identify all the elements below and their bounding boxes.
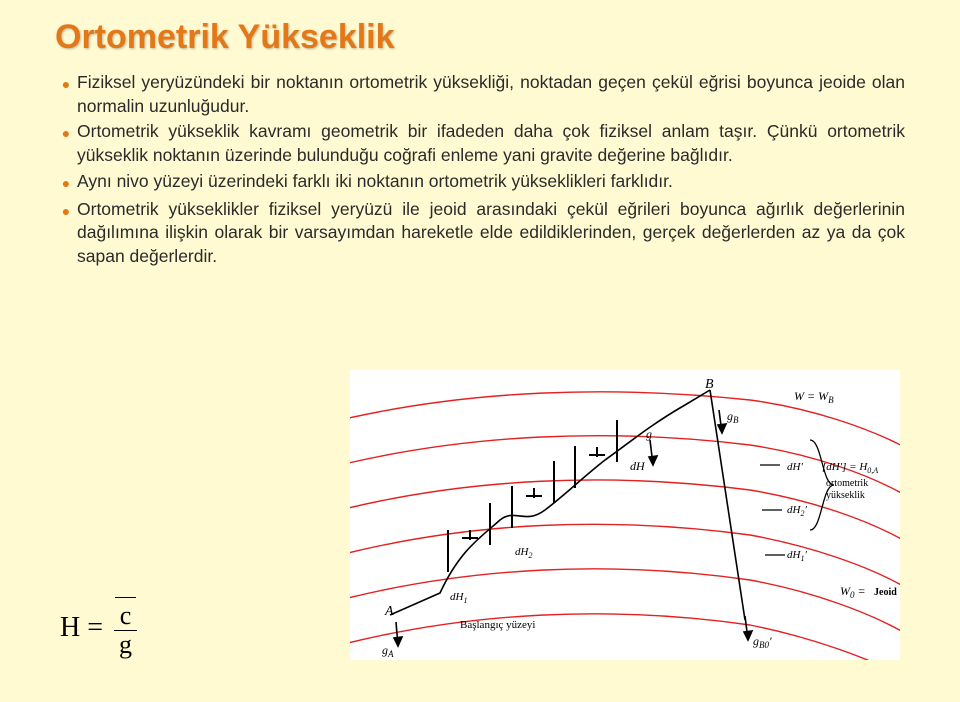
leveling-rods xyxy=(448,420,617,572)
svg-text:gA: gA xyxy=(382,643,394,659)
b-vertical xyxy=(394,390,752,646)
equation-numerator: c xyxy=(114,602,138,630)
svg-text:dH2: dH2 xyxy=(515,546,532,560)
terrain-profile xyxy=(390,390,710,615)
diagram-svg: A B W = WB gA gB gB0′ g dH dH1 dH2 dH2′ … xyxy=(350,370,900,660)
list-item: ● Fiziksel yeryüzündeki bir noktanın ort… xyxy=(55,71,905,118)
bullet-icon: ● xyxy=(55,198,77,224)
bullet-text: Aynı nivo yüzeyi üzerindeki farklı iki n… xyxy=(77,170,905,194)
bullet-text: Fiziksel yeryüzündeki bir noktanın ortom… xyxy=(77,71,905,118)
right-annotations xyxy=(760,440,834,555)
diagram-labels: A B W = WB gA gB gB0′ g dH dH1 dH2 dH2′ … xyxy=(382,377,897,659)
svg-text:[dH′] = H0,A: [dH′] = H0,A xyxy=(822,461,878,475)
equation: H = c g xyxy=(60,597,138,658)
svg-text:W = WB: W = WB xyxy=(794,389,834,405)
svg-text:dH1′: dH1′ xyxy=(787,549,807,563)
svg-text:dH1: dH1 xyxy=(450,591,467,605)
svg-text:dH: dH xyxy=(630,459,646,473)
bullet-icon: ● xyxy=(55,170,77,196)
svg-text:gB0′: gB0′ xyxy=(753,634,772,650)
equation-fraction: c g xyxy=(113,597,138,658)
figure-diagram: A B W = WB gA gB gB0′ g dH dH1 dH2 dH2′ … xyxy=(350,370,900,660)
svg-text:g: g xyxy=(646,427,652,441)
svg-text:dH′: dH′ xyxy=(787,461,803,473)
bullet-list: ● Fiziksel yeryüzündeki bir noktanın ort… xyxy=(55,71,905,268)
svg-text:W0 =: W0 = xyxy=(840,584,866,600)
slide: Ortometrik Yükseklik ● Fiziksel yeryüzün… xyxy=(0,0,960,702)
bullet-icon: ● xyxy=(55,120,77,146)
label-start: Başlangıç yüzeyi xyxy=(460,619,535,631)
label-A: A xyxy=(384,604,394,619)
equation-lhs: H = xyxy=(60,612,103,644)
equipotential-curves xyxy=(350,392,900,660)
page-title: Ortometrik Yükseklik xyxy=(55,18,910,57)
svg-text:dH2′: dH2′ xyxy=(787,504,807,518)
label-jeoid: Jeoid xyxy=(874,587,897,598)
bullet-text: Ortometrik yükseklikler fiziksel yeryüzü… xyxy=(77,198,905,269)
list-item: ● Ortometrik yükseklikler fiziksel yeryü… xyxy=(55,198,905,269)
bullet-icon: ● xyxy=(55,71,77,97)
list-item: ● Ortometrik yükseklik kavramı geometrik… xyxy=(55,120,905,167)
label-orto: ortometrik xyxy=(826,478,868,489)
svg-text:gB: gB xyxy=(727,409,739,425)
equation-denominator: g xyxy=(113,631,138,658)
bullet-text: Ortometrik yükseklik kavramı geometrik b… xyxy=(77,120,905,167)
list-item: ● Aynı nivo yüzeyi üzerindeki farklı iki… xyxy=(55,170,905,196)
label-B: B xyxy=(705,377,714,392)
label-orto2: yükseklik xyxy=(826,490,865,501)
